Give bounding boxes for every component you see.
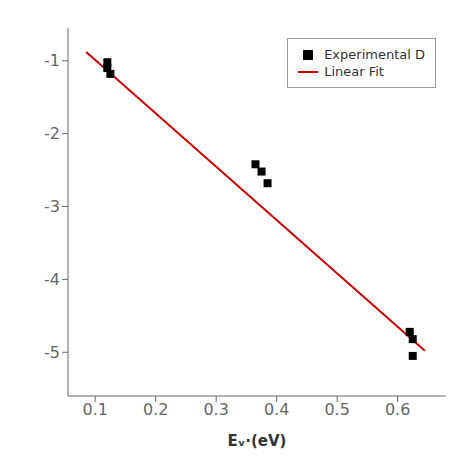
svg-text:-1: -1 (44, 51, 60, 70)
html-text:Linear Fit: Linear Fit (324, 64, 384, 79)
svg-text:0.2: 0.2 (143, 400, 168, 419)
svg-text:Eᵥ·(eV): Eᵥ·(eV) (228, 432, 287, 450)
html-text:Experimental D: Experimental D (324, 47, 425, 62)
svg-text:0.5: 0.5 (324, 400, 349, 419)
svg-text:-2: -2 (44, 124, 60, 143)
svg-text:-4: -4 (44, 270, 60, 289)
svg-text:0.4: 0.4 (264, 400, 289, 419)
svg-text:-3: -3 (44, 197, 60, 216)
svg-text:0.3: 0.3 (203, 400, 228, 419)
svg-text:0.1: 0.1 (82, 400, 107, 419)
svg-text:0.6: 0.6 (385, 400, 410, 419)
svg-text:-5: -5 (44, 343, 60, 362)
